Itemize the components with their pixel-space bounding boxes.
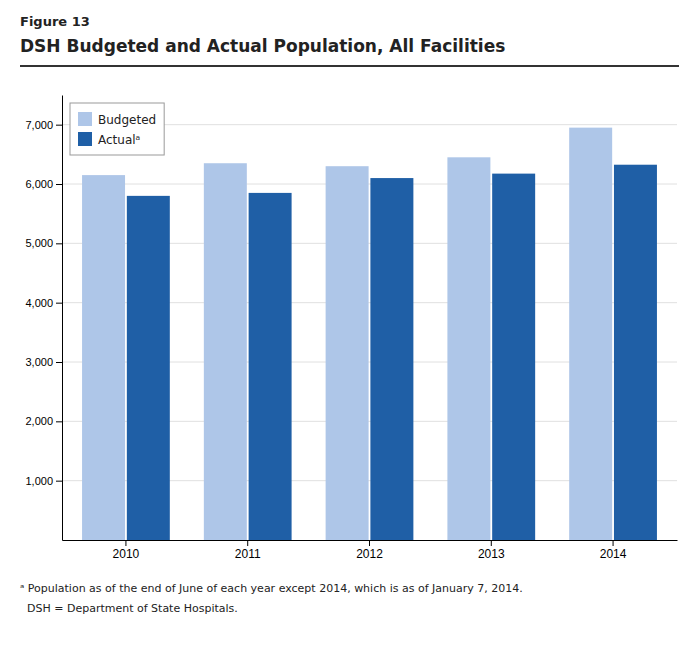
y-axis-line [62, 96, 63, 541]
bar [569, 128, 612, 540]
y-tick: 5,000 [25, 237, 62, 249]
y-tick-label: 2,000 [25, 415, 53, 427]
legend-item: Actualᵃ [78, 132, 140, 147]
y-axis: 1,000 2,000 3,000 4,000 5,000 6,000 7,000 [25, 96, 62, 541]
series [82, 128, 612, 540]
y-tick-label: 4,000 [25, 297, 53, 309]
x-tick-label: 2011 [235, 547, 261, 561]
bar [614, 165, 657, 540]
y-tick-label: 6,000 [25, 178, 53, 190]
series [127, 165, 657, 540]
y-tick-mark [56, 303, 62, 304]
y-tick: 6,000 [25, 178, 62, 190]
x-tick: 2014 [600, 540, 627, 561]
y-tick-label: 3,000 [25, 356, 53, 368]
legend-box [70, 103, 164, 155]
y-tick: 3,000 [25, 356, 62, 368]
x-tick-label: 2013 [478, 547, 505, 561]
footnote: DSH = Department of State Hospitals. [20, 602, 238, 615]
y-tick: 4,000 [25, 297, 62, 309]
legend-swatch [78, 112, 92, 126]
legend-label: Actualᵃ [98, 133, 140, 147]
legend-item: Budgeted [78, 112, 156, 127]
bar [326, 166, 369, 540]
y-tick: 2,000 [25, 415, 62, 427]
title: DSH Budgeted and Actual Population, All … [20, 36, 505, 56]
y-tick-mark [56, 481, 62, 482]
y-tick: 1,000 [25, 475, 62, 487]
chart: Figure 13 DSH Budgeted and Actual Populat… [0, 0, 699, 652]
x-axis: 2010 2011 2012 2013 2014 [63, 540, 678, 561]
y-tick-mark [56, 421, 62, 422]
y-tick-label: 7,000 [25, 119, 53, 131]
y-tick: 7,000 [25, 119, 62, 131]
x-tick-label: 2012 [356, 547, 383, 561]
bars [82, 128, 657, 540]
bar [82, 175, 125, 540]
y-tick-mark [56, 243, 62, 244]
x-tick-mark [613, 540, 614, 546]
footnote: ᵃ Population as of the end of June of ea… [20, 582, 523, 595]
bar [447, 157, 490, 540]
legend-label: Budgeted [98, 113, 156, 127]
y-tick-mark [56, 362, 62, 363]
x-tick-label: 2010 [113, 547, 140, 561]
bar [370, 178, 413, 540]
y-tick-label: 5,000 [25, 237, 53, 249]
x-tick: 2011 [235, 540, 261, 561]
y-tick-mark [56, 184, 62, 185]
x-tick-mark [491, 540, 492, 546]
x-tick: 2013 [478, 540, 505, 561]
x-tick-mark [247, 540, 248, 546]
x-tick-label: 2014 [600, 547, 627, 561]
x-tick: 2010 [113, 540, 140, 561]
bar [249, 193, 292, 540]
plot: 1,0002,0003,0004,0005,0006,0007,00020102… [25, 96, 677, 561]
bar [492, 174, 535, 540]
y-tick-mark [56, 125, 62, 126]
legend: Budgeted Actualᵃ [70, 103, 164, 155]
bar [127, 196, 170, 540]
legend-swatch [78, 132, 92, 146]
figure-label: Figure 13 [20, 14, 90, 29]
x-tick-mark [125, 540, 126, 546]
separator [20, 65, 679, 67]
x-tick: 2012 [356, 540, 383, 561]
y-tick-label: 1,000 [25, 475, 53, 487]
bar [204, 163, 247, 540]
x-tick-mark [369, 540, 370, 546]
